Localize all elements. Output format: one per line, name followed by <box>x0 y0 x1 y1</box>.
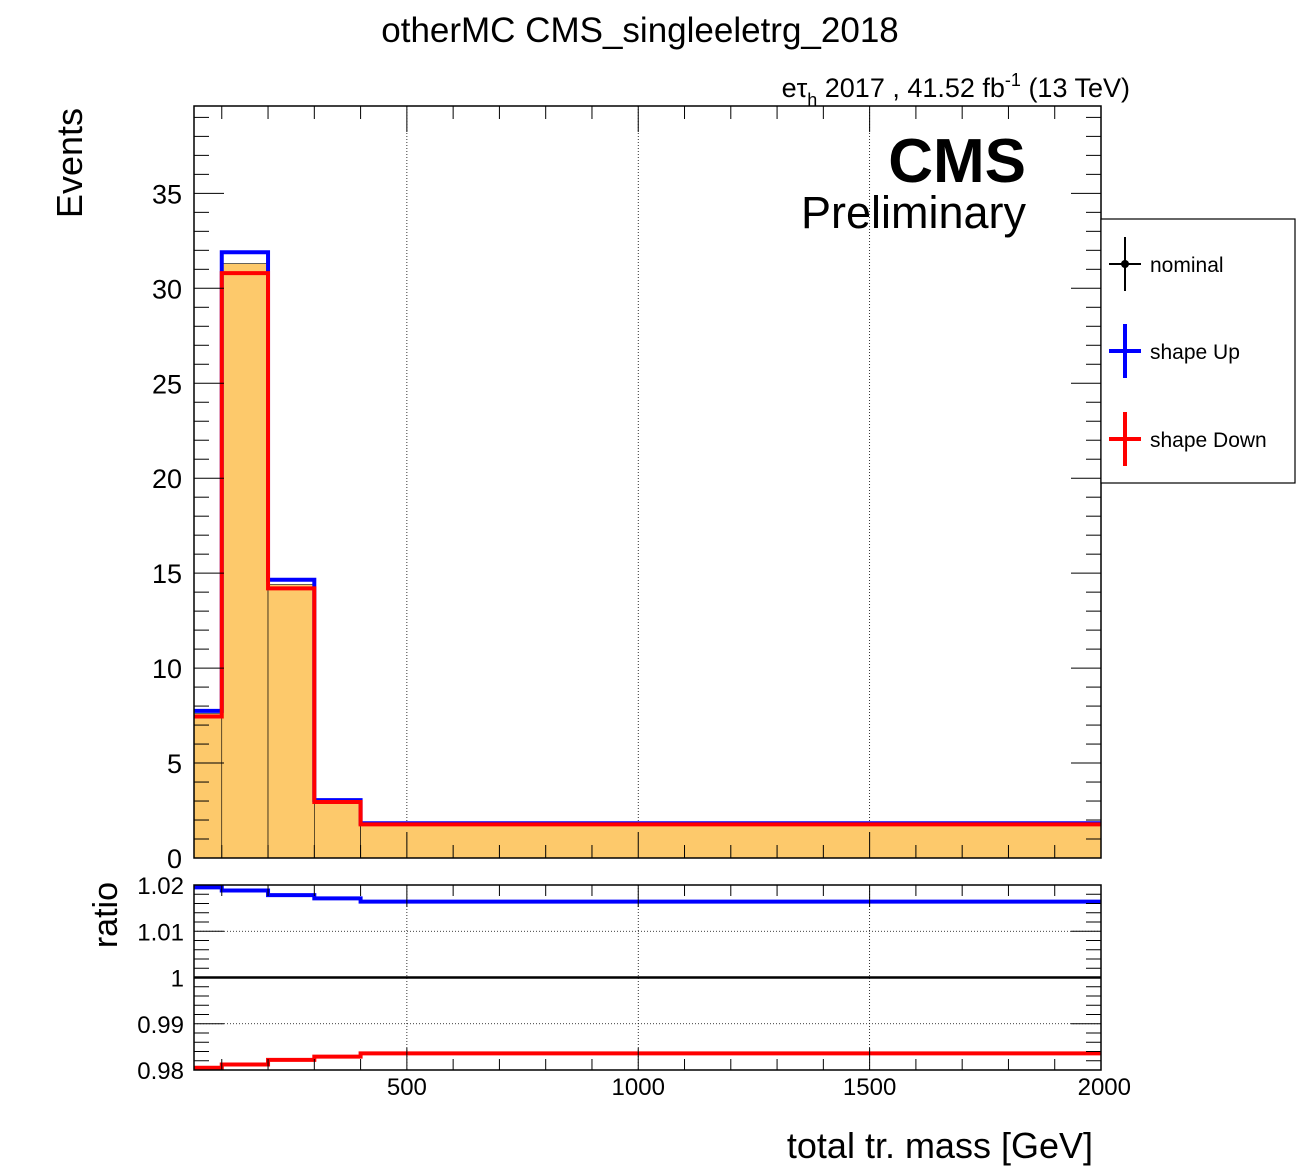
legend-label: nominal <box>1150 254 1224 277</box>
lumi-exponent: -1 <box>1005 70 1021 90</box>
ratio-lines <box>194 885 1101 1070</box>
y-axis-label: Events <box>49 108 90 218</box>
y-tick-label: 15 <box>152 559 182 589</box>
nominal-bar <box>267 584 315 859</box>
main-axis-ticks: 0 5 10 15 20 25 30 35 <box>152 106 1102 874</box>
y-tick-label: 10 <box>152 654 182 684</box>
y-tick-label: 35 <box>152 179 182 209</box>
y-tick-label: 20 <box>152 464 182 494</box>
y-tick-label: 5 <box>167 749 182 779</box>
preliminary-label: Preliminary <box>801 187 1027 238</box>
ratio-y-tick-label: 1.02 <box>137 873 184 900</box>
lumi-text: 2017 , 41.52 fb <box>817 73 1005 103</box>
main-panel: 0 5 10 15 20 25 30 35 CMS Preliminary Events <box>49 105 1102 874</box>
y-tick-label: 30 <box>152 274 182 304</box>
ratio-panel: 0.98 0.99 1 1.01 1.02 500 1000 1500 2000 ratio t… <box>87 873 1131 1166</box>
x-tick-label: 1000 <box>612 1074 665 1101</box>
legend-marker-dot <box>1121 260 1129 268</box>
x-axis-label: total tr. mass [GeV] <box>787 1125 1093 1166</box>
legend-label: shape Down <box>1150 429 1267 452</box>
lumi-label: eτh 2017 , 41.52 fb-1 (13 TeV) <box>782 70 1130 110</box>
shape-down-line <box>194 271 1101 827</box>
main-histograms <box>193 250 1102 859</box>
nominal-bar <box>221 263 269 859</box>
ratio-y-axis-label: ratio <box>87 882 125 948</box>
chart-title: otherMC CMS_singleeletrg_2018 <box>381 11 899 50</box>
ratio-shape-down-line <box>194 1051 1101 1070</box>
y-tick-label: 25 <box>152 369 182 399</box>
legend-items: nominal shape Up shape Down <box>1109 237 1267 466</box>
channel-subscript: h <box>807 90 817 110</box>
nominal-bar <box>193 713 223 859</box>
ratio-y-tick-label: 0.98 <box>137 1058 184 1085</box>
ratio-y-tick-label: 0.99 <box>137 1012 184 1039</box>
nominal-bar <box>314 800 361 859</box>
x-tick-label: 500 <box>387 1074 427 1101</box>
ratio-axis-ticks: 0.98 0.99 1 1.01 1.02 500 1000 1500 2000 <box>137 873 1131 1101</box>
ratio-y-tick-label: 1 <box>171 966 184 993</box>
legend-label: shape Up <box>1150 341 1240 364</box>
legend: nominal shape Up shape Down <box>1100 218 1296 484</box>
ratio-y-tick-label: 1.01 <box>137 919 184 946</box>
energy-text: (13 TeV) <box>1021 73 1130 103</box>
shape-up-line <box>194 250 1101 826</box>
y-tick-label: 0 <box>167 844 182 874</box>
x-tick-label: 2000 <box>1078 1074 1131 1101</box>
ratio-shape-up-line <box>194 885 1101 904</box>
channel-label: eτ <box>782 73 808 103</box>
cms-label: CMS <box>888 127 1026 196</box>
x-tick-label: 1500 <box>843 1074 896 1101</box>
